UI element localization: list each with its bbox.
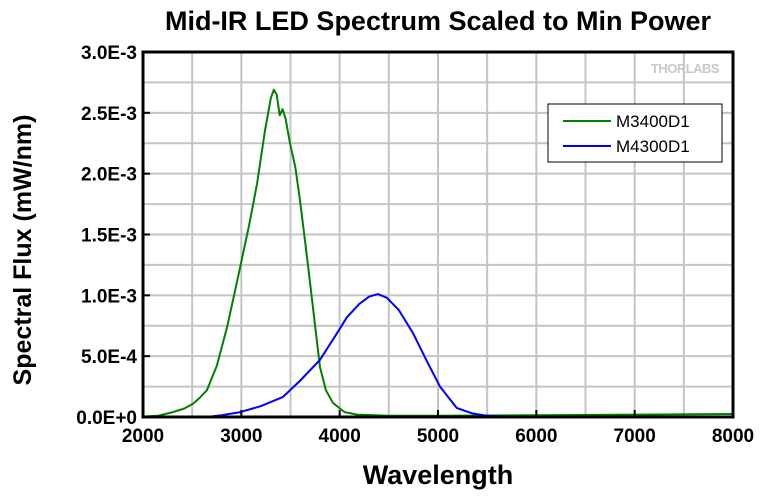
legend-label-m3400d1: M3400D1 [616,112,690,131]
y-tick-label: 2.5E-3 [81,104,137,125]
y-tick-label: 1.0E-3 [81,286,137,307]
legend-box [547,103,723,163]
y-tick-label: 5.0E-4 [81,347,137,368]
x-axis-label: Wavelength [363,460,514,490]
y-axis-label: Spectral Flux (mW/nm) [9,115,37,386]
x-tick-label: 7000 [614,426,656,447]
series-line-m3400d1 [142,88,734,418]
watermark-logo: THORLABS [651,61,720,76]
x-tick-label: 2000 [122,426,164,447]
series-line-m4300d1 [206,293,537,418]
x-tick-label: 3000 [220,426,262,447]
x-tick-label: 4000 [319,426,361,447]
y-tick-label: 0.0E+0 [76,408,137,429]
x-tick-label: 5000 [417,426,459,447]
chart-title: Mid-IR LED Spectrum Scaled to Min Power [165,6,712,36]
x-tick-label: 8000 [712,426,754,447]
series-layer [142,88,734,418]
legend: M3400D1 M4300D1 [547,103,723,163]
legend-label-m4300d1: M4300D1 [616,137,690,156]
x-tick-label: 6000 [515,426,557,447]
y-tick-label: 3.0E-3 [81,43,137,64]
ticks: 2000 3000 4000 5000 6000 7000 8000 0.0E+0 5.0E-4… [76,43,754,447]
y-tick-label: 2.0E-3 [81,165,137,186]
y-tick-label: 1.5E-3 [81,226,137,247]
